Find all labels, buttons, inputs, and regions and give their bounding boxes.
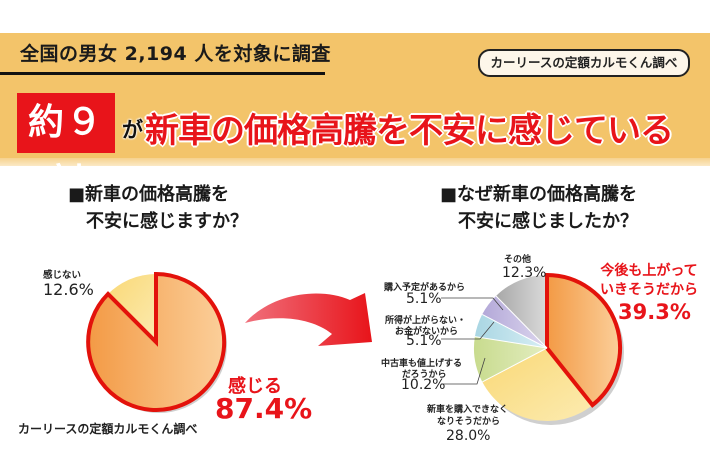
label-cannot-buy-line1: 新車を購入できなく [427,405,509,415]
left-chart-title-line2: 不安に感じますか？ [86,211,248,232]
value-cannot-buy: 28.0% [446,428,491,444]
label-income-line1: 所得が上がらない・ [385,316,467,326]
pie-slice-not-anxious [108,274,156,342]
label-rising: 今後も上がって いきそうだから [600,262,698,300]
headline: が 新車の価格高騰を不安に感じている [122,96,674,152]
value-income: 5.1% [406,333,442,349]
label-used-line1: 中古車も値上げする [381,359,463,369]
left-chart-title: ■新車の価格高騰を 不安に感じますか？ [68,181,248,235]
label-anxious: 感じる [228,376,282,397]
label-income-line2: お金がないから [395,327,459,337]
pie-slice-cannot-buy [482,348,593,422]
leader-lines [441,297,504,385]
value-planned: 5.1% [406,291,442,307]
value-used: 10.2% [401,377,446,393]
pie-slice-planned [482,296,547,348]
label-rising-line1: 今後も上がって [600,263,698,279]
pie-slice-other [496,275,547,348]
left-pie [86,271,227,413]
label-used-line2: だろうから [402,370,447,380]
pie-slice-anxious [86,271,227,412]
value-anxious: 87.4% [215,392,313,425]
value-not-anxious: 12.6% [43,280,94,299]
left-chart-credit: カーリースの定額カルモくん調べ [18,422,198,436]
value-other: 12.3% [502,265,547,281]
headline-highlight: 約９割 [17,93,115,203]
right-pie [473,272,624,425]
survey-subtitle: 全国の男女 2,194 人を対象に調査 [20,43,331,65]
pie-slice-used-price [473,336,547,382]
label-rising-line2: いきそうだから [600,282,698,298]
right-chart-title-line2: 不安に感じましたか？ [458,211,638,232]
right-chart-title: ■なぜ新車の価格高騰を 不安に感じましたか？ [440,181,638,235]
headline-particle: が [122,118,143,142]
label-planned: 購入予定があるから [384,283,466,293]
label-other: その他 [504,255,532,265]
headline-main: 新車の価格高騰を不安に感じている [145,111,674,151]
subtitle-underline [0,72,325,75]
source-badge: カーリースの定額カルモくん調べ [478,49,690,77]
banner-shadow [0,158,710,166]
label-not-anxious: 感じない [43,270,82,281]
pie-slice-rising [547,274,621,406]
right-chart-title-line1: ■なぜ新車の価格高騰を [440,184,638,205]
value-rising: 39.3% [618,300,691,324]
left-chart-title-line1: ■新車の価格高騰を [68,184,230,205]
label-cannot-buy-line2: なりそうだから [437,417,501,427]
curved-arrow-icon [245,293,372,346]
